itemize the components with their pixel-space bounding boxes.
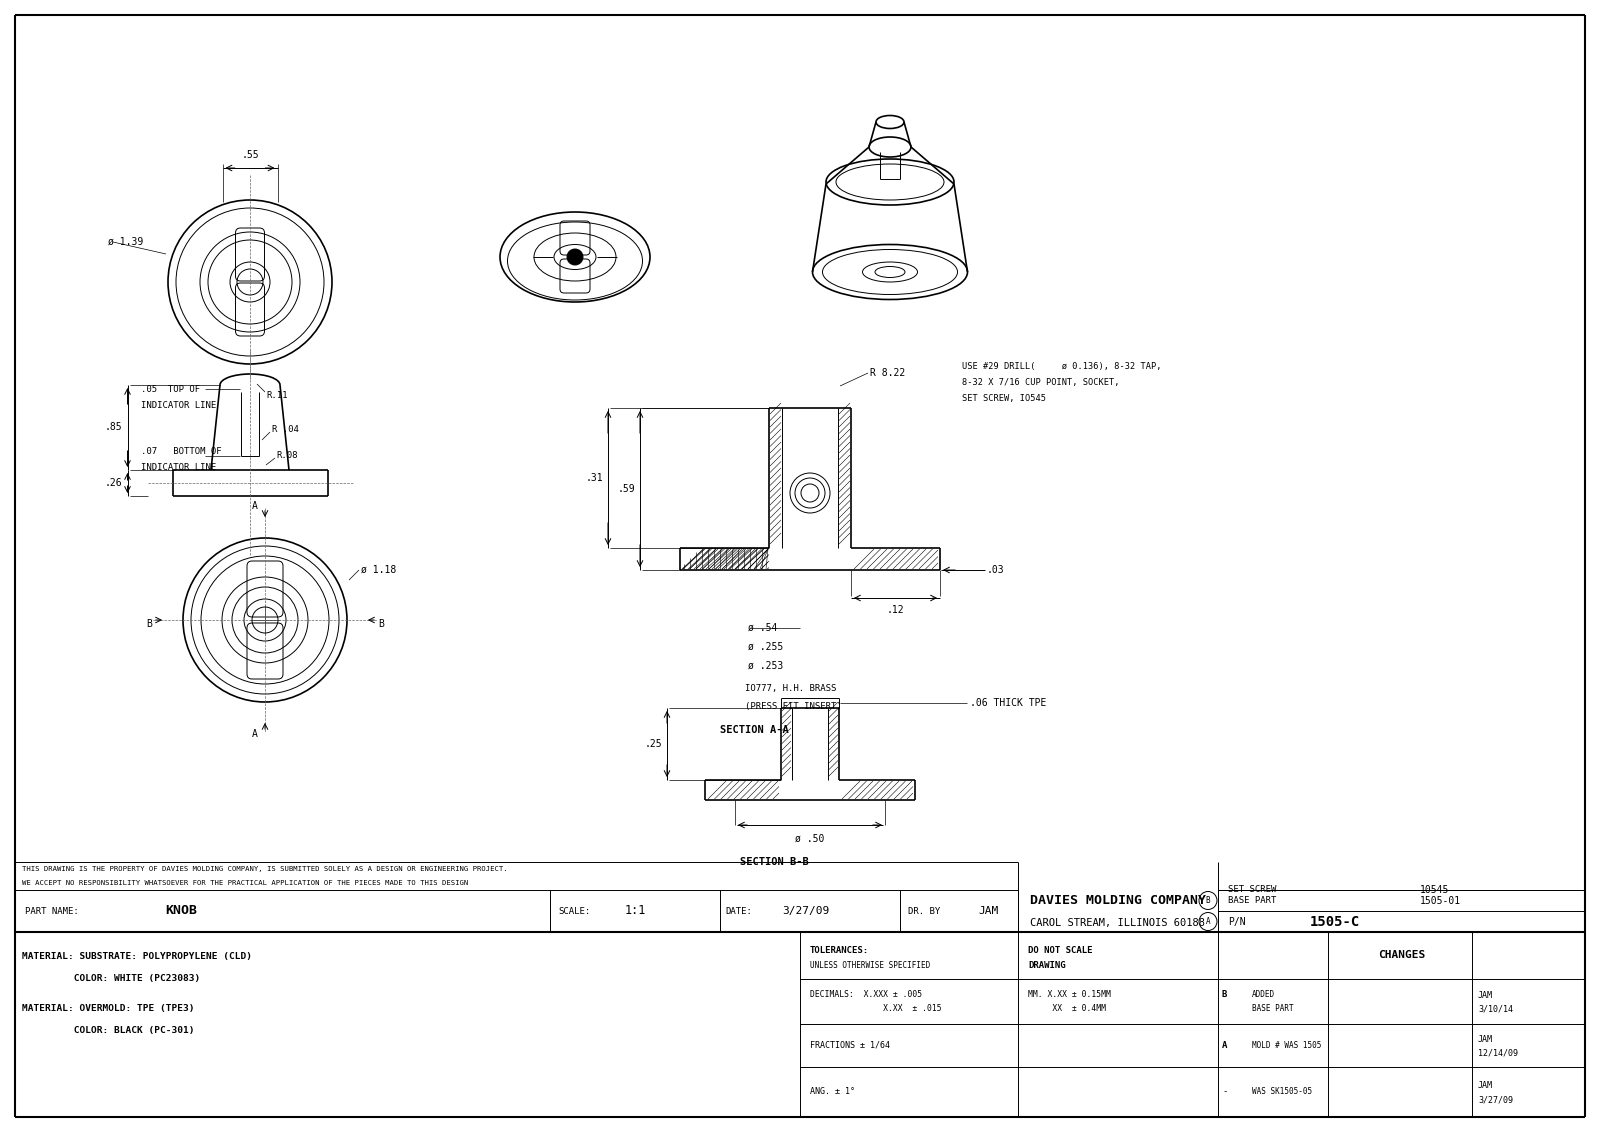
Text: PART NAME:: PART NAME: (26, 907, 78, 916)
Text: SECTION B-B: SECTION B-B (739, 857, 808, 867)
Text: IO777, H.H. BRASS: IO777, H.H. BRASS (746, 684, 837, 693)
Text: 1:1: 1:1 (626, 904, 646, 918)
Text: DECIMALS:  X.XXX ± .005: DECIMALS: X.XXX ± .005 (810, 990, 922, 1000)
Text: A: A (253, 501, 258, 511)
Text: -: - (1222, 1088, 1227, 1097)
Text: WE ACCEPT NO RESPONSIBILITY WHATSOEVER FOR THE PRACTICAL APPLICATION OF THE PIEC: WE ACCEPT NO RESPONSIBILITY WHATSOEVER F… (22, 880, 469, 886)
Text: P/N: P/N (1229, 917, 1246, 926)
Text: B: B (1222, 990, 1227, 1000)
Text: .12: .12 (886, 604, 904, 615)
Text: X.XX  ± .015: X.XX ± .015 (810, 1004, 942, 1013)
Text: ANG. ± 1°: ANG. ± 1° (810, 1088, 854, 1097)
Text: .59: .59 (618, 484, 635, 494)
Text: B: B (146, 619, 152, 629)
Text: 1505-01: 1505-01 (1421, 895, 1461, 906)
Text: SET SCREW, IO545: SET SCREW, IO545 (962, 394, 1046, 403)
Text: ADDED: ADDED (1251, 990, 1275, 1000)
Text: USE #29 DRILL(     ø 0.136), 8-32 TAP,: USE #29 DRILL( ø 0.136), 8-32 TAP, (962, 361, 1162, 370)
Text: COLOR: BLACK (PC-301): COLOR: BLACK (PC-301) (22, 1027, 195, 1036)
Text: 3/27/09: 3/27/09 (782, 906, 829, 916)
Text: JAM: JAM (978, 906, 998, 916)
Text: DO NOT SCALE: DO NOT SCALE (1027, 946, 1093, 955)
Text: FRACTIONS ± 1/64: FRACTIONS ± 1/64 (810, 1041, 890, 1050)
Text: ø .54: ø .54 (749, 623, 778, 633)
Text: INDICATOR LINE: INDICATOR LINE (141, 402, 216, 411)
Text: INDICATOR LINE: INDICATOR LINE (141, 463, 216, 472)
Text: A: A (253, 729, 258, 739)
Text: SECTION A-A: SECTION A-A (720, 724, 789, 735)
Text: .06 THICK TPE: .06 THICK TPE (970, 698, 1046, 708)
Text: .85: .85 (104, 422, 122, 432)
Text: UNLESS OTHERWISE SPECIFIED: UNLESS OTHERWISE SPECIFIED (810, 961, 930, 970)
Text: CHANGES: CHANGES (1378, 951, 1426, 960)
Text: DATE:: DATE: (725, 907, 752, 916)
Text: R .04: R .04 (272, 426, 299, 435)
Text: 12/14/09: 12/14/09 (1478, 1049, 1518, 1058)
Text: THIS DRAWING IS THE PROPERTY OF DAVIES MOLDING COMPANY, IS SUBMITTED SOLELY AS A: THIS DRAWING IS THE PROPERTY OF DAVIES M… (22, 866, 507, 872)
Text: SET SCREW: SET SCREW (1229, 885, 1277, 894)
Text: 1505-C: 1505-C (1310, 915, 1360, 928)
Text: ø .50: ø .50 (795, 834, 824, 844)
Text: 3/27/09: 3/27/09 (1478, 1096, 1514, 1105)
Text: DR. BY: DR. BY (909, 907, 941, 916)
Text: .07   BOTTOM OF: .07 BOTTOM OF (141, 446, 222, 455)
Text: COLOR: WHITE (PC23083): COLOR: WHITE (PC23083) (22, 975, 200, 984)
Text: 10545: 10545 (1421, 885, 1450, 895)
Text: JAM: JAM (1478, 990, 1493, 1000)
Text: A: A (1222, 1041, 1227, 1050)
Text: R.11: R.11 (266, 391, 288, 400)
Text: .03: .03 (987, 565, 1005, 575)
Text: .55: .55 (242, 151, 259, 160)
Text: .05  TOP OF: .05 TOP OF (141, 385, 200, 394)
Text: ø .255: ø .255 (749, 642, 784, 652)
Text: SCALE:: SCALE: (558, 907, 590, 916)
Text: DAVIES MOLDING COMPANY: DAVIES MOLDING COMPANY (1030, 894, 1206, 908)
Text: DRAWING: DRAWING (1027, 961, 1066, 970)
Text: B: B (1206, 897, 1210, 904)
Text: B: B (378, 619, 384, 629)
Text: R 8.22: R 8.22 (870, 368, 906, 378)
Text: XX  ± 0.4MM: XX ± 0.4MM (1027, 1004, 1106, 1013)
Text: TOLERANCES:: TOLERANCES: (810, 946, 869, 955)
Text: KNOB: KNOB (165, 904, 197, 918)
Text: CAROL STREAM, ILLINOIS 60188: CAROL STREAM, ILLINOIS 60188 (1030, 918, 1205, 928)
Text: ø .253: ø .253 (749, 661, 784, 671)
Text: .26: .26 (104, 478, 122, 488)
Text: ø 1.39: ø 1.39 (109, 237, 144, 247)
Text: WAS SK1505-05: WAS SK1505-05 (1251, 1088, 1312, 1097)
Text: R.08: R.08 (277, 452, 298, 461)
Text: MATERIAL: OVERMOLD: TPE (TPE3): MATERIAL: OVERMOLD: TPE (TPE3) (22, 1004, 195, 1013)
Text: MOLD # WAS 1505: MOLD # WAS 1505 (1251, 1041, 1322, 1050)
Text: BASE PART: BASE PART (1229, 897, 1277, 904)
Text: JAM: JAM (1478, 1035, 1493, 1044)
Text: A: A (1206, 917, 1210, 926)
Text: 3/10/14: 3/10/14 (1478, 1005, 1514, 1014)
Text: BASE PART: BASE PART (1251, 1004, 1294, 1013)
Circle shape (566, 249, 582, 265)
Text: .25: .25 (645, 739, 662, 749)
Text: MM. X.XX ± 0.15MM: MM. X.XX ± 0.15MM (1027, 990, 1110, 1000)
Text: MATERIAL: SUBSTRATE: POLYPROPYLENE (CLD): MATERIAL: SUBSTRATE: POLYPROPYLENE (CLD) (22, 952, 253, 961)
Text: ø 1.18: ø 1.18 (362, 565, 397, 575)
Text: .31: .31 (586, 473, 603, 483)
Text: (PRESS FIT INSERT): (PRESS FIT INSERT) (746, 702, 842, 711)
Text: JAM: JAM (1478, 1081, 1493, 1090)
Text: 8-32 X 7/16 CUP POINT, SOCKET,: 8-32 X 7/16 CUP POINT, SOCKET, (962, 377, 1120, 386)
